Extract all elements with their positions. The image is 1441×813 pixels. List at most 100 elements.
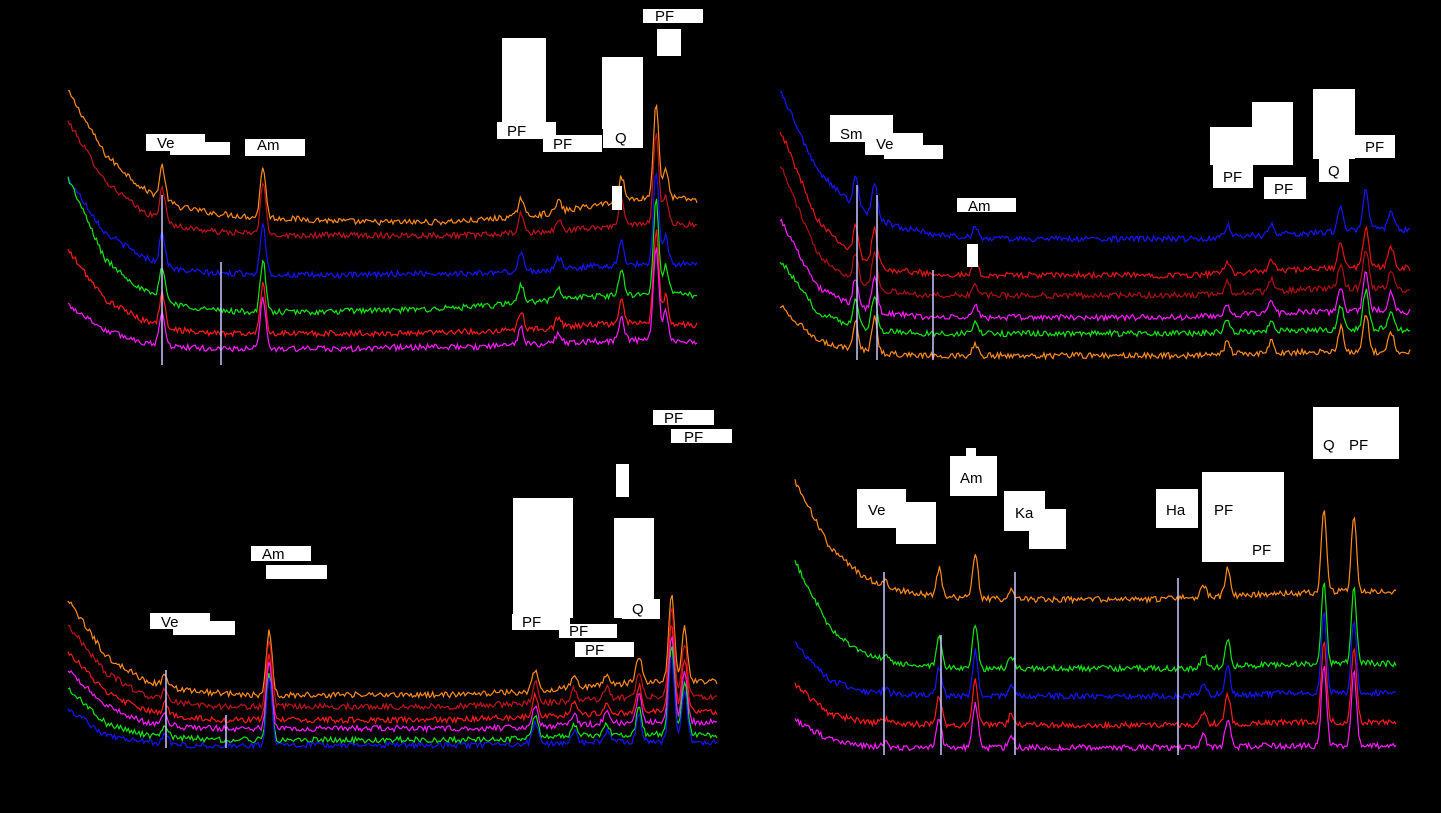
reference-lines bbox=[883, 572, 1179, 755]
peak-label-box: PF bbox=[1355, 135, 1395, 158]
peak-label: PF bbox=[655, 8, 674, 25]
peak-label-box: Ve bbox=[857, 489, 906, 528]
series-line bbox=[67, 120, 698, 241]
peak-label: Ve bbox=[868, 502, 886, 519]
peak-label: Am bbox=[968, 198, 991, 215]
series-line bbox=[779, 166, 1411, 301]
peak-label: PF bbox=[664, 410, 683, 427]
peak-label: PF bbox=[522, 614, 541, 631]
peak-label: PF bbox=[1274, 181, 1293, 198]
peak-labels: Ve Am PF PF PF Q PF PF bbox=[150, 410, 732, 659]
series-line bbox=[67, 636, 718, 734]
series-line bbox=[779, 262, 1411, 339]
xrd-panel-bottom-left: Ve Am PF PF PF Q PF PF bbox=[67, 410, 732, 750]
white-box bbox=[966, 448, 976, 460]
series-line bbox=[794, 666, 1397, 753]
peak-label: Am bbox=[262, 546, 285, 563]
peak-label: PF bbox=[553, 136, 572, 153]
reference-lines bbox=[856, 185, 934, 360]
white-box bbox=[266, 565, 327, 579]
series-layer bbox=[794, 479, 1397, 753]
peak-label-box: Am bbox=[957, 198, 1016, 215]
series-line bbox=[68, 607, 718, 712]
peak-label-box: Q bbox=[1315, 430, 1345, 458]
peak-labels: Ve Am Ka Ha PF PF Q PF bbox=[857, 430, 1383, 562]
white-box bbox=[967, 244, 978, 267]
xrd-panel-top-left: Ve Am PF PF Q PF bbox=[67, 8, 703, 365]
peak-label-box: PF bbox=[1213, 162, 1253, 188]
series-line bbox=[67, 624, 718, 725]
peak-label-box: PF bbox=[1264, 177, 1306, 199]
xrd-panel-bottom-right: Ve Am Ka Ha PF PF Q PF bbox=[794, 407, 1399, 755]
peak-label: PF bbox=[684, 429, 703, 446]
peak-label: Am bbox=[960, 470, 983, 487]
peak-label-box: PF bbox=[497, 122, 556, 140]
series-layer bbox=[67, 89, 698, 353]
peak-label-box: PF bbox=[1343, 430, 1383, 458]
white-box bbox=[513, 498, 573, 618]
peak-label-box: Am bbox=[950, 456, 997, 496]
series-line bbox=[67, 247, 698, 353]
reference-lines bbox=[165, 670, 227, 748]
series-line bbox=[67, 89, 698, 227]
series-line bbox=[794, 641, 1397, 730]
peak-label-box: Q bbox=[603, 126, 643, 148]
peak-label-box: Ve bbox=[865, 133, 923, 155]
peak-label-box: PF bbox=[1242, 535, 1282, 562]
peak-label-box: Q bbox=[622, 599, 660, 619]
peak-label-box: PF bbox=[559, 623, 617, 640]
series-line bbox=[67, 594, 718, 700]
series-line bbox=[67, 171, 698, 280]
peak-label: PF bbox=[569, 623, 588, 640]
series-line bbox=[779, 90, 1411, 244]
xrd-panel-top-right: Sm Ve Am PF PF Q PF bbox=[779, 89, 1411, 361]
peak-label: PF bbox=[1349, 437, 1368, 454]
peak-label: Q bbox=[1323, 437, 1335, 454]
peak-label-box: PF bbox=[643, 8, 703, 25]
series-line bbox=[67, 656, 718, 750]
series-layer bbox=[779, 90, 1411, 361]
series-line bbox=[67, 646, 718, 745]
series-line bbox=[67, 229, 698, 338]
white-box bbox=[612, 186, 622, 210]
series-line bbox=[794, 612, 1397, 701]
peak-label-box: PF bbox=[512, 614, 570, 631]
peak-label: PF bbox=[1223, 169, 1242, 186]
peak-label-box: PF bbox=[653, 410, 714, 427]
white-box bbox=[1313, 89, 1355, 159]
peak-label: Ka bbox=[1015, 505, 1034, 522]
peak-label: PF bbox=[1252, 542, 1271, 559]
series-line bbox=[67, 176, 698, 317]
peak-label: PF bbox=[585, 642, 604, 659]
peak-label-box: PF bbox=[671, 429, 732, 446]
peak-label: Ve bbox=[876, 136, 894, 153]
peak-label-box: Am bbox=[245, 137, 305, 156]
series-line bbox=[779, 218, 1411, 323]
white-box bbox=[502, 38, 546, 124]
white-box bbox=[602, 57, 643, 129]
peak-label: Ha bbox=[1166, 502, 1186, 519]
peak-label: Q bbox=[632, 601, 644, 618]
series-line bbox=[794, 479, 1397, 605]
peak-label-box: PF bbox=[543, 135, 602, 153]
peak-label: Ve bbox=[157, 135, 175, 152]
peak-label-box: Ve bbox=[150, 613, 210, 631]
peak-labels: Ve Am PF PF Q PF bbox=[146, 8, 703, 156]
peak-label-box: PF bbox=[575, 642, 634, 659]
peak-label-box: Ve bbox=[146, 134, 205, 152]
peak-label: Q bbox=[615, 130, 627, 147]
peak-label-box: Am bbox=[251, 546, 311, 563]
series-line bbox=[779, 131, 1411, 280]
white-box bbox=[1210, 127, 1293, 165]
peak-label: Ve bbox=[161, 614, 179, 631]
peak-label-box: Q bbox=[1319, 157, 1349, 182]
series-line bbox=[779, 304, 1411, 361]
peak-label: PF bbox=[1365, 139, 1384, 156]
peak-label: Q bbox=[1328, 163, 1340, 180]
peak-label-box: PF bbox=[1204, 495, 1244, 525]
white-box bbox=[657, 29, 681, 56]
reference-lines bbox=[161, 195, 222, 365]
series-layer bbox=[67, 594, 718, 750]
